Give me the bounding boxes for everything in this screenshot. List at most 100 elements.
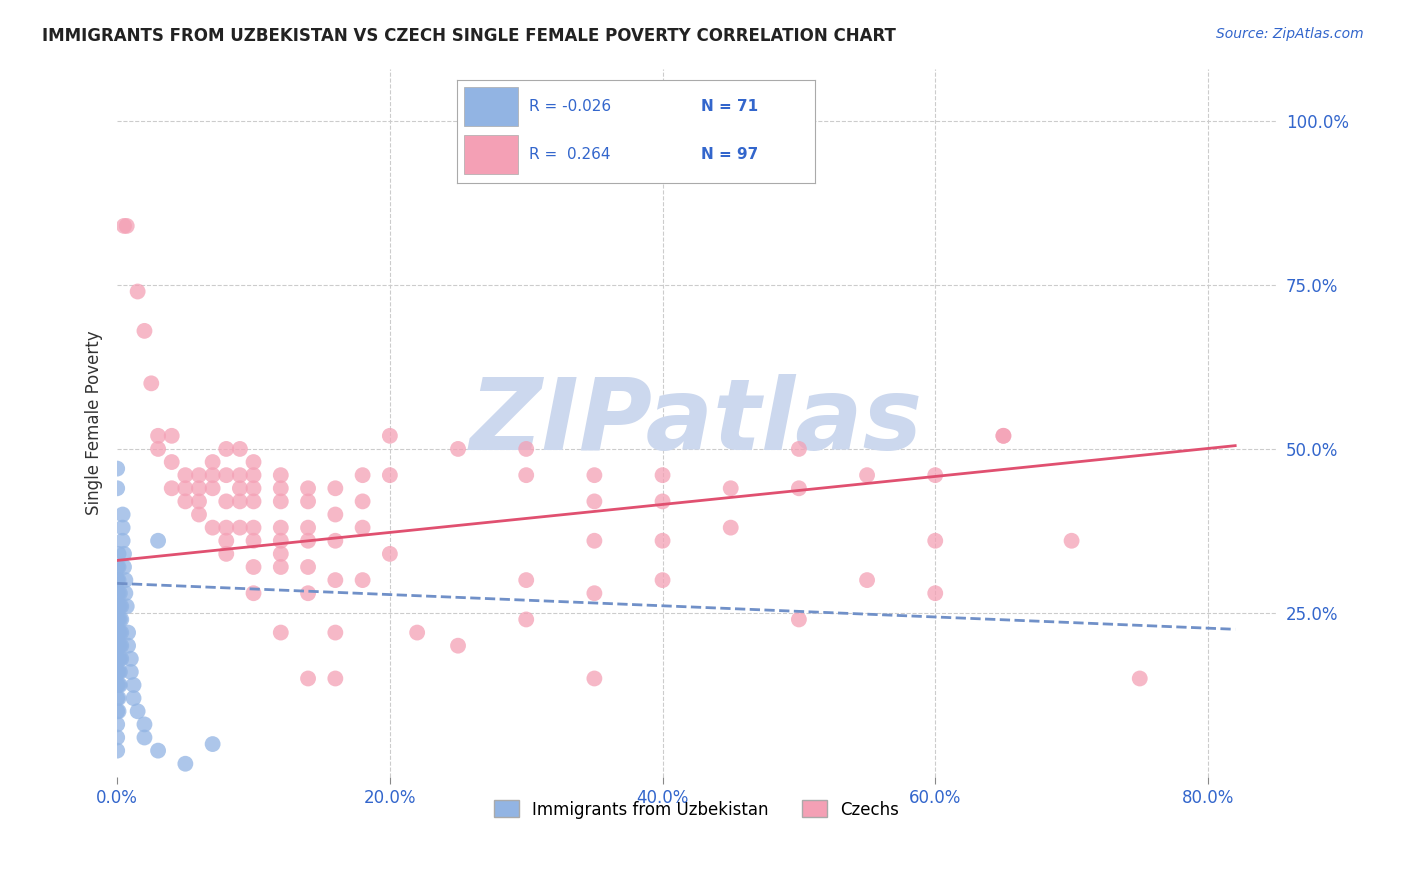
Point: [242, 494, 264, 508]
Legend: Immigrants from Uzbekistan, Czechs: Immigrants from Uzbekistan, Czechs: [488, 794, 905, 825]
Point: [583, 494, 606, 508]
FancyBboxPatch shape: [464, 135, 517, 174]
Point: [105, 639, 128, 653]
Point: [297, 521, 319, 535]
Point: [188, 468, 211, 483]
Point: [107, 652, 129, 666]
FancyBboxPatch shape: [464, 87, 517, 127]
Point: [242, 560, 264, 574]
Point: [105, 599, 128, 614]
Point: [297, 586, 319, 600]
Point: [378, 468, 401, 483]
Point: [108, 612, 131, 626]
Point: [447, 639, 470, 653]
Point: [188, 508, 211, 522]
Point: [215, 442, 238, 456]
Point: [107, 573, 129, 587]
Text: N = 71: N = 71: [700, 99, 758, 114]
Point: [856, 468, 879, 483]
Point: [105, 573, 128, 587]
Point: [515, 468, 537, 483]
Point: [270, 625, 292, 640]
Point: [107, 612, 129, 626]
Point: [112, 560, 135, 574]
Point: [242, 481, 264, 495]
Point: [111, 521, 134, 535]
Point: [107, 704, 129, 718]
Point: [115, 219, 138, 233]
Point: [583, 672, 606, 686]
Text: IMMIGRANTS FROM UZBEKISTAN VS CZECH SINGLE FEMALE POVERTY CORRELATION CHART: IMMIGRANTS FROM UZBEKISTAN VS CZECH SING…: [42, 27, 896, 45]
Point: [378, 547, 401, 561]
Point: [1060, 533, 1083, 548]
Point: [108, 599, 131, 614]
Point: [114, 586, 136, 600]
Point: [787, 612, 810, 626]
Point: [270, 560, 292, 574]
Point: [110, 625, 132, 640]
Point: [352, 573, 374, 587]
Point: [924, 468, 946, 483]
Point: [146, 429, 169, 443]
Point: [201, 455, 224, 469]
Point: [297, 533, 319, 548]
Point: [174, 494, 197, 508]
Point: [651, 533, 673, 548]
Point: [720, 481, 742, 495]
Point: [146, 533, 169, 548]
Point: [105, 678, 128, 692]
Point: [229, 521, 252, 535]
Text: ZIPatlas: ZIPatlas: [470, 374, 924, 471]
Point: [325, 672, 347, 686]
Point: [378, 429, 401, 443]
Point: [112, 547, 135, 561]
Point: [325, 533, 347, 548]
Point: [515, 442, 537, 456]
Text: N = 97: N = 97: [700, 146, 758, 161]
Point: [105, 717, 128, 731]
Point: [108, 625, 131, 640]
Point: [111, 508, 134, 522]
Point: [447, 442, 470, 456]
Point: [107, 639, 129, 653]
Point: [787, 481, 810, 495]
Point: [107, 547, 129, 561]
Point: [107, 691, 129, 706]
Point: [215, 494, 238, 508]
Point: [297, 481, 319, 495]
Text: R = -0.026: R = -0.026: [529, 99, 610, 114]
Point: [108, 665, 131, 679]
Point: [242, 468, 264, 483]
Point: [112, 219, 135, 233]
Point: [146, 442, 169, 456]
Point: [105, 665, 128, 679]
Point: [107, 625, 129, 640]
Point: [720, 521, 742, 535]
Point: [583, 468, 606, 483]
Point: [1129, 672, 1152, 686]
Point: [108, 652, 131, 666]
Point: [229, 468, 252, 483]
Point: [105, 704, 128, 718]
Point: [105, 612, 128, 626]
Point: [325, 481, 347, 495]
Point: [117, 639, 139, 653]
Point: [141, 376, 163, 391]
Point: [127, 285, 149, 299]
Point: [134, 717, 156, 731]
Point: [107, 599, 129, 614]
Point: [215, 468, 238, 483]
Point: [120, 652, 142, 666]
Point: [993, 429, 1015, 443]
Point: [352, 521, 374, 535]
Point: [215, 547, 238, 561]
Point: [108, 639, 131, 653]
Point: [105, 639, 128, 653]
Point: [122, 691, 145, 706]
Point: [105, 665, 128, 679]
Point: [201, 521, 224, 535]
Point: [105, 560, 128, 574]
Point: [229, 442, 252, 456]
Point: [110, 599, 132, 614]
Point: [270, 481, 292, 495]
